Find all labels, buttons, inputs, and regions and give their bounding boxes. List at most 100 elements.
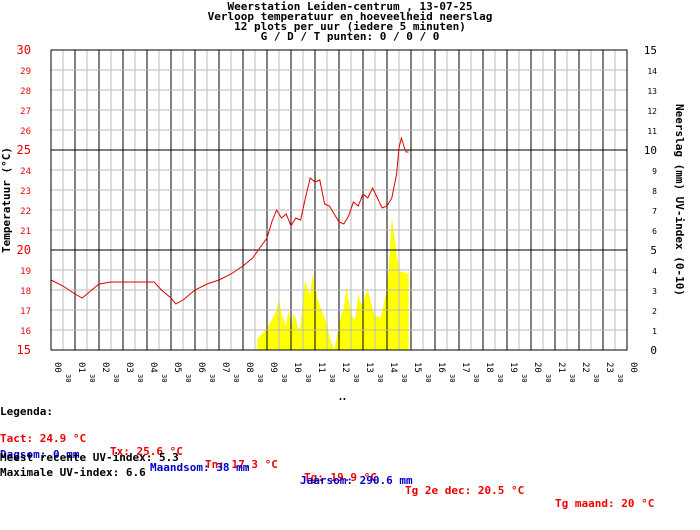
y-right-tick-label: 12 (647, 107, 657, 116)
x-tick-label-half: 30 (568, 374, 576, 382)
x-tick-label-hour: 00 (52, 362, 62, 373)
x-tick-label-hour: 02 (100, 362, 110, 373)
x-tick-label-hour: 18 (484, 362, 494, 373)
x-tick-label-half: 30 (448, 374, 456, 382)
x-tick-label-half: 30 (400, 374, 408, 382)
y-left-tick-label: 22 (20, 207, 31, 217)
y-right-tick-label: 15 (644, 44, 657, 57)
x-tick-label-hour: 07 (220, 362, 230, 373)
y-left-tick-label: 19 (20, 267, 31, 277)
x-tick-label-half: 30 (256, 374, 264, 382)
y-right-tick-label: 4 (652, 267, 657, 276)
x-tick-label-half: 30 (616, 374, 624, 382)
y-left-tick-label: 24 (20, 167, 31, 177)
x-tick-label-half: 30 (232, 374, 240, 382)
y-left-tick-label: 25 (17, 143, 31, 157)
x-tick-label-hour: 21 (556, 362, 566, 373)
legend-tx: Tx: 25.6 °C (110, 445, 183, 458)
chart-plots-info: 12 plots per uur (iedere 5 minuten) (234, 20, 466, 33)
y-left-tick-label: 21 (20, 227, 31, 237)
legend-dagsom: Dagsom: 0 mm (0, 448, 80, 461)
x-tick-label-half: 30 (352, 374, 360, 382)
x-tick-label-hour: 06 (196, 362, 206, 373)
x-tick-label-half: 30 (88, 374, 96, 382)
x-tick-label-half: 30 (304, 374, 312, 382)
plot-frame (50, 49, 628, 351)
x-tick-label-hour: 12 (340, 362, 350, 373)
x-tick-label-half: 30 (160, 374, 168, 382)
y-right-tick-label: 14 (647, 67, 657, 76)
x-tick-label-hour: 00 (628, 362, 638, 373)
y-left-axis-label: Temperatuur (°C) (0, 147, 13, 253)
legend-uv-max: Maximale UV-index: 6.6 (0, 466, 146, 479)
x-tick-label-hour: 03 (124, 362, 134, 373)
x-tick-label-hour: 19 (508, 362, 518, 373)
y-left-tick-label: 18 (20, 287, 31, 297)
x-tick-label-half: 30 (592, 374, 600, 382)
uv-area (257, 218, 409, 350)
y-left-tick-label: 30 (17, 43, 31, 57)
y-right-tick-label: 0 (650, 344, 657, 357)
x-tick-label-half: 30 (328, 374, 336, 382)
legend-temperature-row: Tact: 24.9 °C Tx: 25.6 °C Tn: 17.3 °C Tg… (0, 419, 700, 510)
legend-precip-row: Dagsom: 0 mm Maandsom: 38 mm Jaarsom: 29… (0, 435, 700, 487)
x-tick-label-half: 30 (280, 374, 288, 382)
legend-tgm: Tg maand: 20 °C (555, 497, 655, 510)
legend-title: Legenda: (0, 405, 53, 418)
y-right-tick-label: 11 (647, 127, 657, 136)
x-tick-label-hour: 17 (460, 362, 470, 373)
y-left-tick-label: 28 (20, 87, 31, 97)
x-tick-label-hour: 10 (292, 362, 302, 373)
y-right-tick-label: 1 (652, 327, 657, 336)
y-left-tick-label: 16 (20, 327, 31, 337)
legend-uv-recent: Meest recente UV-index: 5.3 (0, 451, 179, 464)
x-tick-label-half: 30 (520, 374, 528, 382)
y-left-tick-label: 29 (20, 67, 31, 77)
chart-subtitle: Verloop temperatuur en hoeveelheid neers… (207, 10, 493, 23)
x-tick-label-hour: 22 (580, 362, 590, 373)
legend-tn: Tn: 17.3 °C (205, 458, 278, 471)
temperature-chart: 1516171819202122232425262728293001234567… (0, 43, 686, 400)
x-tick-label-hour: 08 (244, 362, 254, 373)
y-right-tick-label: 10 (644, 144, 657, 157)
x-tick-label-half: 30 (544, 374, 552, 382)
legend-maandsom: Maandsom: 38 mm (150, 461, 250, 474)
y-right-tick-label: 7 (652, 207, 657, 216)
y-right-tick-label: 9 (652, 167, 657, 176)
x-tick-label-hour: 23 (604, 362, 614, 373)
x-tick-label-half: 30 (64, 374, 72, 382)
x-axis-label: Uur (339, 396, 359, 400)
legend-tg: Tg: 19.9 °C (304, 471, 377, 484)
x-tick-label-hour: 01 (76, 362, 86, 373)
y-left-tick-label: 23 (20, 187, 31, 197)
y-left-tick-label: 15 (17, 343, 31, 357)
y-right-tick-label: 2 (652, 307, 657, 316)
y-right-tick-label: 3 (652, 287, 657, 296)
y-right-tick-label: 13 (647, 87, 657, 96)
x-tick-label-hour: 16 (436, 362, 446, 373)
y-right-tick-label: 8 (652, 187, 657, 196)
x-tick-label-half: 30 (472, 374, 480, 382)
chart-points-info: G / D / T punten: 0 / 0 / 0 (260, 30, 440, 43)
y-left-tick-label: 17 (20, 307, 31, 317)
chart-title: Weerstation Leiden-centrum , 13-07-25 (227, 0, 473, 13)
x-tick-label-half: 30 (112, 374, 120, 382)
x-tick-label-hour: 04 (148, 362, 158, 373)
x-tick-label-half: 30 (376, 374, 384, 382)
x-tick-label-half: 30 (496, 374, 504, 382)
x-tick-label-half: 30 (424, 374, 432, 382)
y-left-tick-label: 27 (20, 107, 31, 117)
y-right-tick-label: 5 (650, 244, 657, 257)
x-tick-label-half: 30 (184, 374, 192, 382)
x-tick-label-hour: 20 (532, 362, 542, 373)
y-left-tick-label: 20 (17, 243, 31, 257)
x-tick-label-hour: 15 (412, 362, 422, 373)
x-tick-label-half: 30 (208, 374, 216, 382)
temperature-line (50, 136, 409, 305)
y-left-tick-label: 26 (20, 127, 31, 137)
y-right-tick-label: 6 (652, 227, 657, 236)
legend-tact: Tact: 24.9 °C (0, 432, 87, 445)
x-tick-label-hour: 14 (388, 362, 398, 373)
legend-tg2: Tg 2e dec: 20.5 °C (405, 484, 525, 497)
x-tick-label-hour: 11 (316, 362, 326, 373)
